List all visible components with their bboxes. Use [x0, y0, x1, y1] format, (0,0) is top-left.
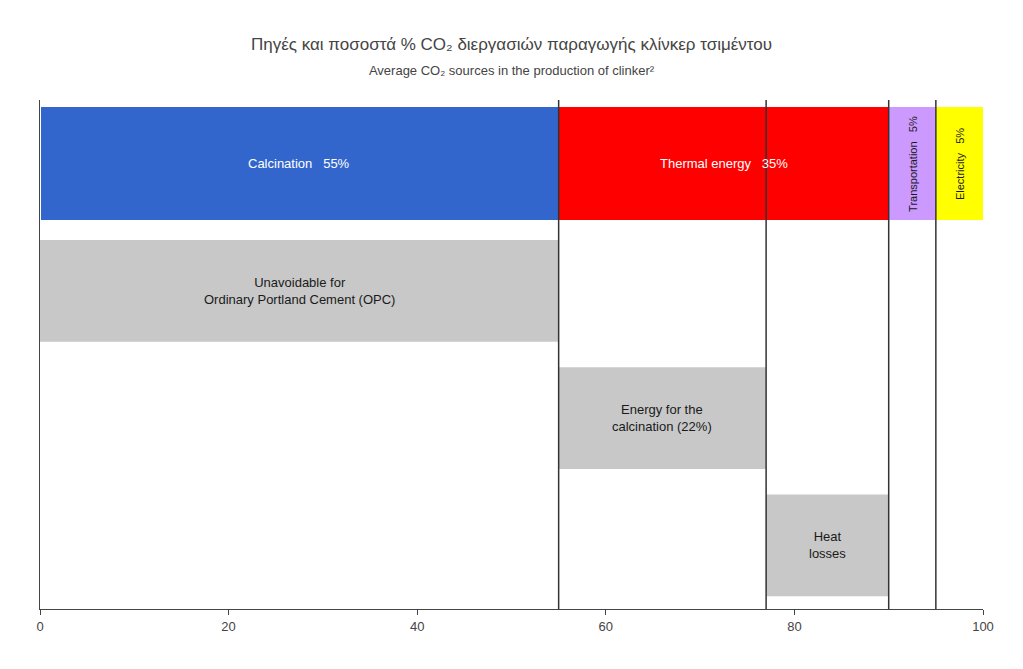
svg-text:Average CO₂ sources in the pro: Average CO₂ sources in the production of…	[369, 63, 655, 78]
svg-text:Transportation 5%: Transportation 5%	[907, 116, 919, 212]
svg-text:Energy for thecalcination (22%: Energy for thecalcination (22%)	[612, 402, 712, 434]
svg-text:Heatlosses: Heatlosses	[809, 529, 846, 561]
svg-text:40: 40	[410, 619, 424, 634]
svg-text:Electricity 5%: Electricity 5%	[954, 128, 966, 200]
svg-text:100: 100	[972, 619, 994, 634]
svg-text:60: 60	[599, 619, 613, 634]
svg-text:20: 20	[221, 619, 235, 634]
svg-text:0: 0	[36, 619, 43, 634]
svg-text:80: 80	[787, 619, 801, 634]
svg-text:Calcination 55%: Calcination 55%	[248, 156, 350, 171]
svg-text:Thermal energy 35%: Thermal energy 35%	[660, 156, 788, 171]
svg-text:Πηγές και ποσοστά % CO₂ διεργα: Πηγές και ποσοστά % CO₂ διεργασιών παραγ…	[251, 35, 772, 54]
svg-text:Unavoidable forOrdinary Portla: Unavoidable forOrdinary Portland Cement …	[204, 275, 395, 307]
